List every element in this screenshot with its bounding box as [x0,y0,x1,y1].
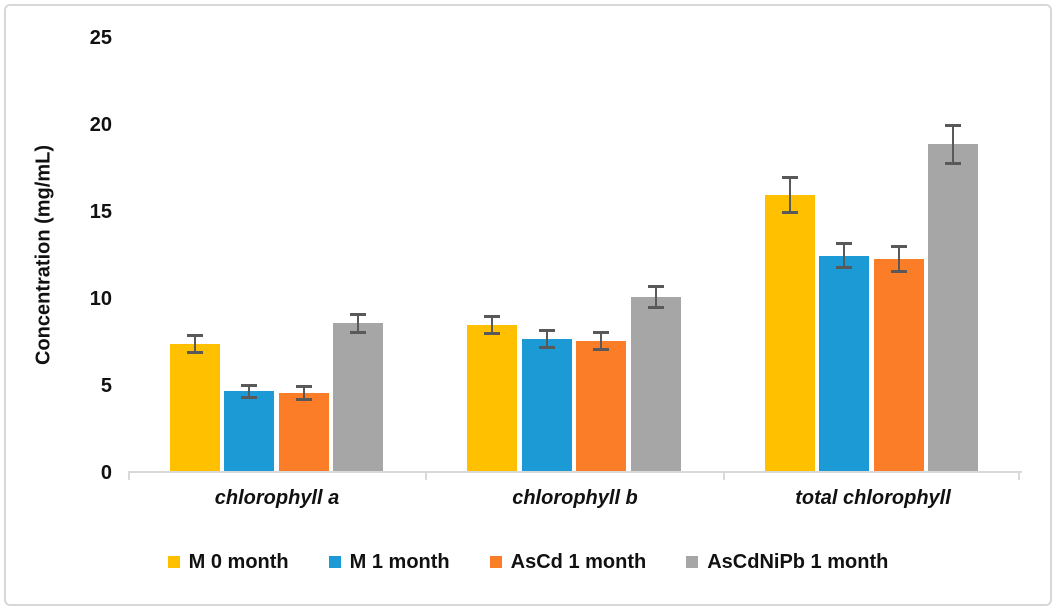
error-bar-cap-top [647,285,664,289]
y-axis-title: Concentration (mg/mL) [32,145,55,365]
x-axis-tick [722,471,725,480]
bar [630,297,681,473]
bar-slot [928,38,979,473]
x-axis-tick [1018,471,1020,480]
legend-swatch-icon [686,556,699,568]
error-bar-cap-top [350,313,367,317]
legend-swatch-icon [489,556,502,568]
error-bar-cap-bottom [295,397,312,401]
x-axis-tick [128,471,130,480]
error-bar-cap-top [538,328,555,332]
error-bar-line [545,330,548,348]
bar-slot [333,38,384,473]
bar [521,339,572,473]
error-bar-cap-bottom [945,161,962,165]
error-bar-line [788,177,791,212]
error-bar-cap-bottom [647,306,664,310]
bar [333,323,384,473]
x-category-label: total chlorophyll [795,487,951,509]
error-bar-line [843,243,846,268]
bar [224,391,275,473]
error-bar-cap-top [484,314,501,318]
bar-slot [819,38,870,473]
error-bar-cap-top [295,385,312,389]
error-bar-cap-bottom [593,347,610,351]
legend-swatch-icon [167,556,180,568]
bar-slot [467,38,518,473]
plot-area [128,38,1020,473]
legend-label: M 1 month [349,551,450,573]
bar [576,340,627,473]
bar [873,258,924,473]
error-bar-cap-top [836,241,853,245]
error-bar-line [491,316,494,334]
error-bar-cap-bottom [186,351,203,355]
error-bar-cap-top [781,175,798,179]
error-bar-line [654,286,657,308]
error-bar-line [302,386,305,400]
bar [928,144,979,473]
legend-label: AsCdNiPb 1 month [707,551,889,573]
bar-slot [576,38,627,473]
y-tick-label: 20 [89,114,112,136]
x-axis-line [128,471,1022,480]
error-bar-line [952,125,955,164]
error-bar-cap-top [890,245,907,249]
error-bar-cap-bottom [350,330,367,334]
error-bar-line [357,314,360,333]
bar-slot [764,38,815,473]
y-tick-label: 10 [89,288,112,310]
legend-item: M 1 month [328,549,450,575]
error-bar-cap-bottom [538,346,555,350]
error-bar-cap-bottom [890,269,907,273]
legend-swatch-icon [328,556,341,568]
legend-item: AsCd 1 month [489,549,647,575]
x-category-label: chlorophyll b [512,487,638,509]
error-bar-cap-bottom [241,395,258,399]
error-bar-cap-top [186,334,203,338]
x-category-label: chlorophyll a [214,487,340,509]
error-bar-cap-top [593,330,610,334]
error-bar-line [600,332,603,350]
bar-slot [278,38,329,473]
legend-item: M 0 month [167,549,289,575]
chart-legend: M 0 month M 1 month AsCd 1 month AsCdNiPb 1… [0,549,1056,575]
error-bar-cap-bottom [836,266,853,270]
y-tick-label: 15 [89,201,112,223]
legend-label: M 0 month [188,551,289,573]
x-axis-tick [425,471,428,480]
error-bar-cap-top [241,383,258,387]
x-axis-category-labels: chlorophyll a chlorophyll b total chloroph… [128,487,1022,510]
bar [169,344,220,473]
y-tick-label: 25 [89,27,112,49]
error-bar-line [193,335,196,353]
bar-slot [873,38,924,473]
error-bar-line [248,385,251,398]
error-bar-cap-bottom [484,332,501,336]
y-tick-label: 0 [100,462,112,484]
bar [467,325,518,473]
y-tick-label: 5 [100,375,112,397]
legend-label: AsCd 1 month [510,551,647,573]
error-bar-cap-bottom [781,210,798,214]
error-bar-line [897,246,900,272]
bar-slot [169,38,220,473]
bar-slot [224,38,275,473]
bar-slot [521,38,572,473]
legend-item: AsCdNiPb 1 month [686,549,888,575]
bar [819,255,870,473]
bar-slot [630,38,681,473]
bar [764,194,815,473]
error-bar-cap-top [945,123,962,127]
bar [278,392,329,473]
